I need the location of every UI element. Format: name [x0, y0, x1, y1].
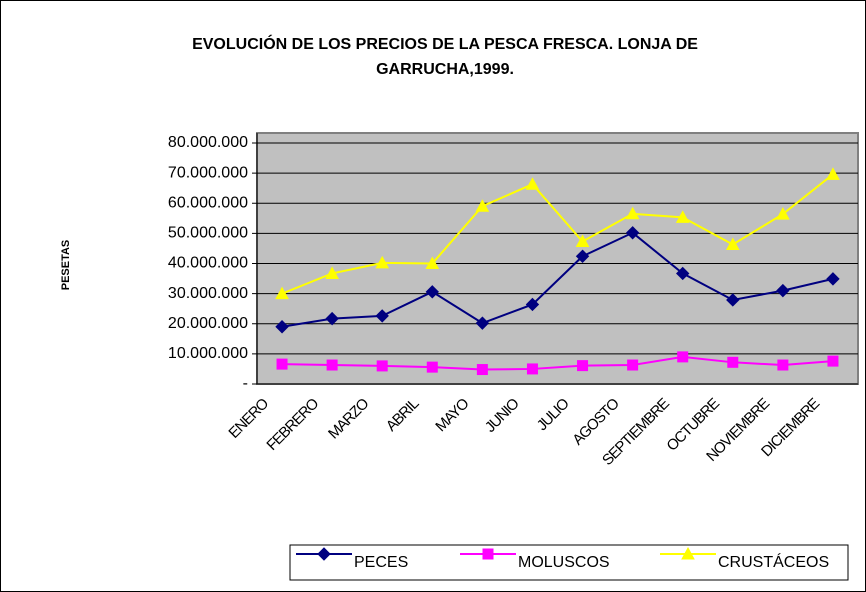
chart-title: GARRUCHA,1999. — [376, 61, 514, 78]
y-tick-label: 30.000.000 — [168, 285, 248, 302]
y-tick-label: 70.000.000 — [168, 164, 248, 181]
marker — [275, 320, 289, 334]
marker — [826, 167, 840, 180]
marker — [425, 285, 439, 299]
marker — [627, 359, 639, 371]
marker — [827, 355, 839, 367]
marker — [676, 266, 690, 281]
marker — [275, 286, 289, 300]
marker — [725, 237, 740, 251]
marker — [375, 255, 390, 269]
marker — [776, 283, 790, 298]
marker — [325, 266, 339, 279]
marker — [326, 359, 338, 371]
series-line — [281, 231, 834, 328]
marker — [726, 293, 740, 307]
y-tick-label: 50.000.000 — [168, 225, 248, 242]
y-tick-label: 80.000.000 — [168, 134, 248, 151]
marker — [375, 309, 389, 323]
marker — [826, 272, 840, 286]
chart-title: EVOLUCIÓN DE LOS PRECIOS DE LA PESCA FRE… — [192, 34, 698, 53]
plot-area — [256, 132, 859, 385]
marker — [475, 199, 490, 212]
legend-label: CRUSTÁCEOS — [718, 552, 829, 571]
y-axis-title: PESETAS — [60, 240, 72, 291]
y-tick-label: - — [243, 375, 248, 392]
series-line — [281, 173, 834, 295]
y-tick-label: 10.000.000 — [168, 345, 248, 362]
marker — [625, 226, 640, 240]
marker — [425, 256, 440, 269]
marker — [681, 546, 695, 560]
marker — [575, 234, 590, 248]
marker — [577, 360, 589, 372]
series-line — [282, 355, 834, 371]
marker — [526, 363, 538, 375]
y-tick-label: 40.000.000 — [168, 255, 248, 272]
y-tick-label: 20.000.000 — [168, 315, 248, 332]
legend-label: MOLUSCOS — [518, 554, 610, 571]
marker — [525, 297, 540, 312]
marker — [426, 361, 438, 373]
marker — [317, 547, 331, 561]
marker — [476, 364, 488, 376]
legend — [289, 544, 849, 581]
marker — [475, 316, 490, 330]
marker — [325, 311, 339, 326]
marker — [777, 359, 789, 371]
marker — [675, 210, 690, 223]
marker — [525, 177, 540, 190]
legend-label: PECES — [354, 554, 408, 571]
marker — [376, 360, 388, 372]
marker — [625, 206, 640, 220]
marker — [276, 358, 288, 370]
marker — [677, 351, 689, 363]
marker — [776, 207, 790, 220]
marker — [727, 356, 739, 368]
y-tick-label: 60.000.000 — [168, 194, 248, 211]
marker — [575, 249, 590, 263]
marker — [482, 548, 494, 560]
